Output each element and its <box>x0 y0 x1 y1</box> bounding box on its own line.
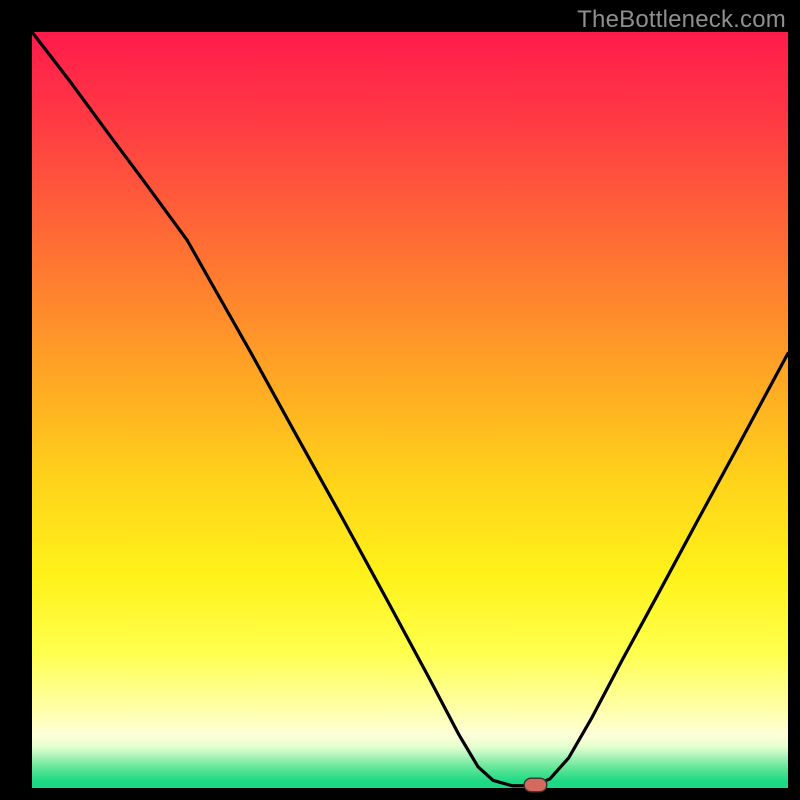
chart-frame: TheBottleneck.com <box>0 0 800 800</box>
optimal-point-marker <box>524 778 547 792</box>
watermark-text: TheBottleneck.com <box>577 6 786 34</box>
gradient-background <box>32 32 788 788</box>
bottleneck-chart <box>0 0 800 800</box>
